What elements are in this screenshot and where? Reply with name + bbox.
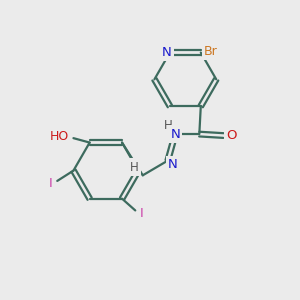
Text: N: N <box>170 128 180 141</box>
Text: H: H <box>130 160 139 174</box>
Text: O: O <box>226 129 237 142</box>
Text: H: H <box>164 119 172 132</box>
Text: HO: HO <box>50 130 69 143</box>
Text: N: N <box>168 158 178 172</box>
Text: N: N <box>162 46 172 59</box>
Text: I: I <box>49 177 52 190</box>
Text: I: I <box>140 207 144 220</box>
Text: Br: Br <box>204 45 218 58</box>
